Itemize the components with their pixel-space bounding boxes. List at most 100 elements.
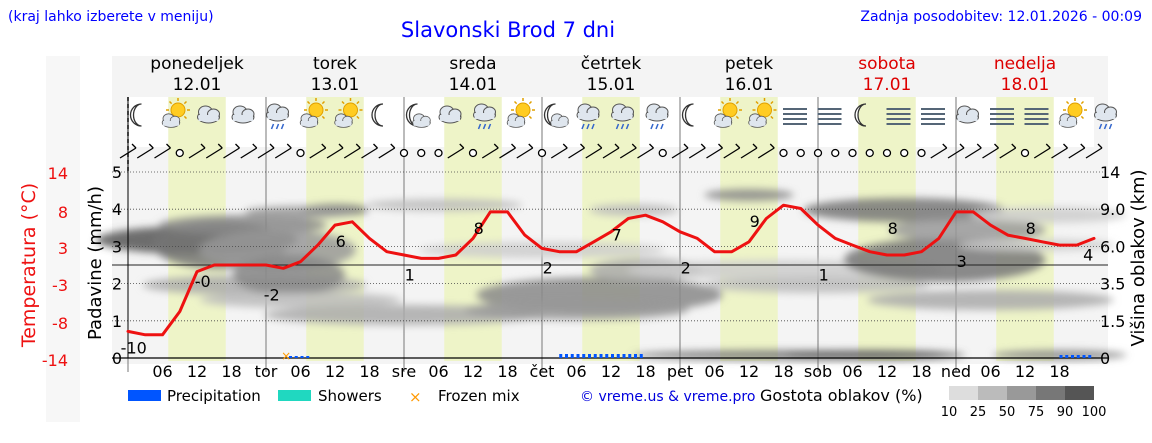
wind-barb-tick (355, 143, 361, 149)
precipitation-axis-label: Padavine (mm/h) (85, 186, 106, 340)
temperature-tick: -3 (52, 276, 68, 295)
frozen-mix-marker: × (281, 349, 291, 363)
wind-calm-marker (468, 148, 478, 158)
wind-barb-tick (459, 143, 465, 149)
sun-shape (308, 102, 324, 118)
time-tick: ned (941, 362, 971, 381)
wind-barb-tick (649, 143, 654, 149)
left-panel (46, 56, 80, 422)
cloud-height-axis-label: Višina oblakov (km) (1128, 169, 1149, 346)
wind-barb-tick (735, 143, 741, 149)
sun-cloud-icon (334, 98, 363, 128)
legend-precipitation-swatch (128, 390, 161, 401)
precipitation-bar (306, 356, 310, 358)
wind-barb-tick (752, 143, 758, 149)
wind-barb-tick (235, 143, 240, 149)
temperature-tick: -14 (42, 351, 68, 370)
sun-cloud-icon (713, 98, 742, 128)
precipitation-bar (1065, 355, 1069, 358)
sun-ray (513, 100, 518, 105)
precipitation-bar (611, 354, 614, 358)
wind-barb-tick (166, 143, 171, 149)
wind-barb (1068, 147, 1086, 159)
wind-calm-marker (1020, 148, 1030, 158)
time-tick: 12 (1015, 362, 1035, 381)
sun-ray (528, 100, 533, 105)
cloud-density-scale: 10 25 50 75 90 100 (941, 386, 1106, 420)
sun-cloud-icon (748, 98, 777, 128)
density-level-label: 10 (941, 405, 958, 420)
time-tick: 12 (877, 362, 897, 381)
cloud-patch (706, 277, 930, 293)
precipitation-bar (605, 354, 609, 358)
rain-drop (660, 123, 664, 130)
rain-drop (655, 123, 659, 130)
wind-calm-marker (917, 148, 926, 158)
sun-shape (170, 102, 186, 118)
time-tick: 12 (187, 362, 207, 381)
region-menu-note[interactable]: (kraj lahko izberete v meniju) (8, 9, 214, 25)
moon-shape (371, 103, 384, 127)
wind-barb (205, 147, 223, 159)
moon-shape (681, 103, 694, 127)
sun-ray (183, 115, 188, 120)
wind-calm-marker (434, 148, 443, 158)
precipitation-bar (576, 354, 580, 358)
cloud-patch (589, 204, 679, 216)
wind-barb-tick (217, 143, 223, 149)
precipitation-bar (622, 354, 626, 358)
temperature-label: 6 (336, 232, 346, 251)
wind-barb-tick (1045, 143, 1051, 149)
wind-barb-tick (200, 143, 206, 149)
sun-ray (770, 115, 774, 120)
sun-ray (755, 100, 759, 105)
wind-barb (723, 147, 741, 159)
density-swatch (949, 386, 978, 400)
credit-link[interactable]: © vreme.us & vreme.pro (580, 389, 755, 405)
precipitation-bar (582, 354, 586, 358)
cloud-patch (199, 292, 402, 308)
cloud-patch (418, 242, 666, 258)
density-swatch (1007, 386, 1036, 400)
wind-calm-marker (175, 148, 184, 158)
cloud-patch (704, 189, 794, 201)
moon-icon (854, 103, 867, 127)
cloud-patch (867, 290, 1114, 310)
day-name: nedelja (994, 54, 1056, 74)
wind-barb (1051, 147, 1068, 159)
cloud-patch (244, 206, 357, 218)
cloud-patch (464, 300, 689, 320)
precipitation-bar (294, 356, 298, 358)
time-tick: 12 (325, 362, 345, 381)
wind-barb-tick (148, 143, 154, 149)
precipitation-bar (1076, 355, 1080, 358)
moon-cloud-icon (543, 103, 569, 128)
rain-drop (477, 123, 482, 130)
wind-barb (361, 147, 378, 159)
sun-shape (757, 102, 772, 118)
wind-barb-tick (286, 143, 292, 149)
temperature-label: 2 (543, 259, 553, 278)
wind-barb (136, 147, 154, 159)
wind-barb-tick (1080, 143, 1086, 149)
time-tick: 18 (497, 362, 517, 381)
time-tick: 06 (152, 362, 172, 381)
wind-barb-tick (976, 143, 982, 149)
wind-barb (343, 147, 361, 159)
cloud-shape (1094, 103, 1117, 122)
sun-shape (343, 102, 358, 118)
wind-calm-marker (779, 148, 788, 158)
wind-barb (1085, 147, 1103, 159)
precipitation-tick: 5 (112, 163, 122, 182)
wind-barb (930, 147, 948, 159)
cloud-patch (365, 199, 523, 211)
time-tick: 06 (566, 362, 586, 381)
cloud-patch (958, 239, 1115, 251)
rain-drop (280, 123, 285, 130)
day-date: 15.01 (587, 75, 636, 95)
temperature-tick: 3 (58, 239, 68, 258)
temperature-label: 4 (1083, 245, 1093, 264)
wind-barb-tick (1097, 143, 1103, 149)
rain-drop (1098, 123, 1103, 130)
day-date: 16.01 (725, 75, 774, 95)
